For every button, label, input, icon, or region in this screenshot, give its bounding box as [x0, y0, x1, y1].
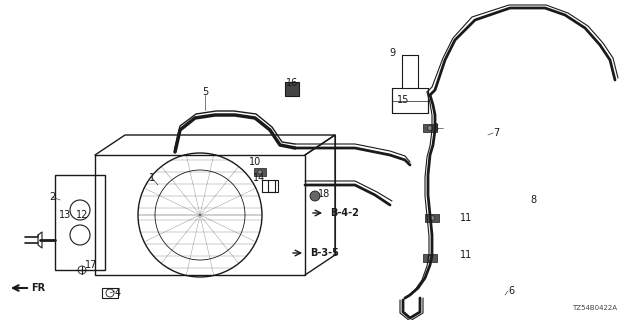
- Bar: [423, 124, 437, 132]
- Text: B-3-5: B-3-5: [310, 248, 339, 258]
- Text: 11: 11: [460, 213, 472, 223]
- Text: 14: 14: [253, 173, 265, 183]
- Text: 18: 18: [318, 189, 330, 199]
- Bar: [285, 82, 299, 96]
- Text: 4: 4: [115, 288, 121, 298]
- Text: 11: 11: [460, 250, 472, 260]
- Circle shape: [428, 256, 433, 260]
- Text: 2: 2: [49, 192, 55, 202]
- Text: 7: 7: [493, 128, 499, 138]
- Text: 10: 10: [249, 157, 261, 167]
- Text: 16: 16: [286, 78, 298, 88]
- Circle shape: [428, 125, 433, 131]
- Text: 12: 12: [76, 210, 88, 220]
- Text: 3: 3: [432, 123, 438, 133]
- Bar: [102, 288, 118, 298]
- Text: 6: 6: [508, 286, 514, 296]
- Text: FR: FR: [31, 283, 45, 293]
- Text: 13: 13: [59, 210, 71, 220]
- Bar: [425, 214, 439, 222]
- Bar: [254, 168, 266, 176]
- Text: 9: 9: [389, 48, 395, 58]
- Bar: [392, 88, 428, 113]
- Bar: [55, 175, 105, 270]
- Circle shape: [429, 216, 435, 220]
- Circle shape: [258, 170, 262, 174]
- Text: 8: 8: [530, 195, 536, 205]
- Text: 1: 1: [149, 173, 155, 183]
- Text: 5: 5: [202, 87, 208, 97]
- Text: TZ54B0422A: TZ54B0422A: [572, 305, 617, 311]
- Bar: [423, 254, 437, 262]
- Bar: [262, 180, 278, 192]
- Text: 15: 15: [397, 95, 409, 105]
- Circle shape: [310, 191, 320, 201]
- Text: B-4-2: B-4-2: [330, 208, 359, 218]
- Text: 17: 17: [85, 260, 97, 270]
